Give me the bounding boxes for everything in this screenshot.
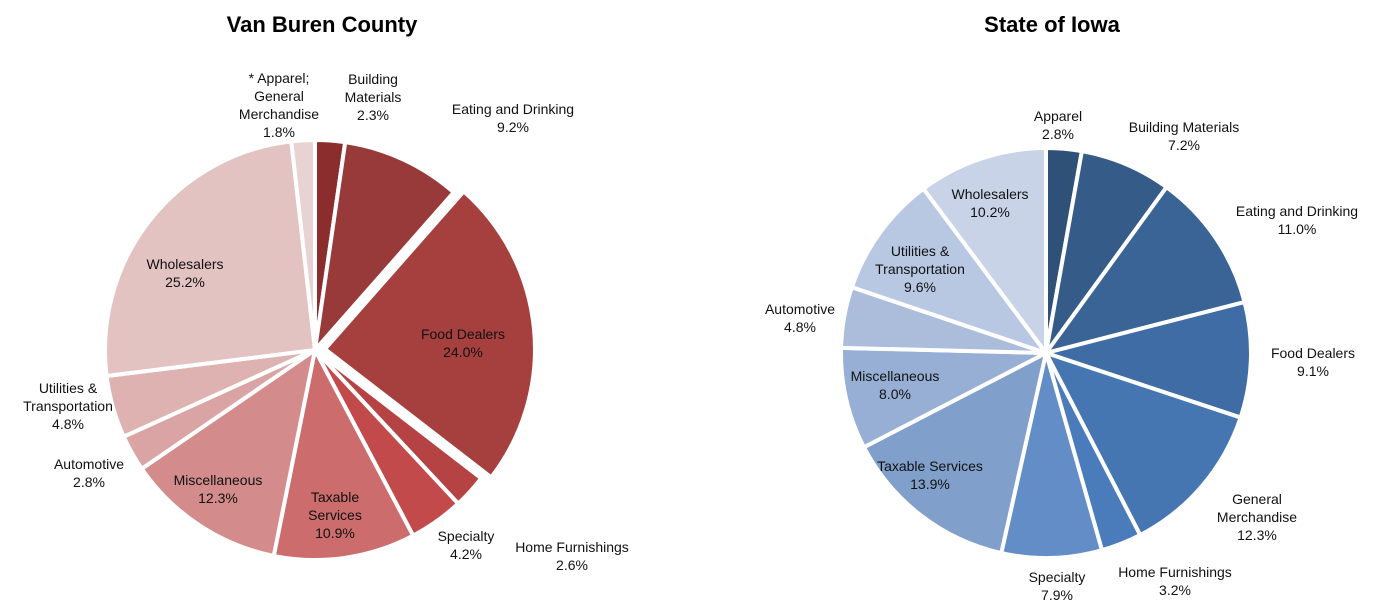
category-label: Home Furnishings	[515, 539, 629, 555]
value-label: 12.3%	[1237, 527, 1277, 543]
chart-title: State of Iowa	[984, 12, 1120, 37]
slice-label: Building Materials 2.3%	[336, 70, 411, 124]
value-label: 7.2%	[1168, 137, 1200, 153]
slice-label: Wholesalers 10.2%	[935, 185, 1045, 221]
value-label: 25.2%	[165, 274, 205, 290]
value-label: 12.3%	[198, 490, 238, 506]
value-label: 2.3%	[357, 107, 389, 123]
value-label: 24.0%	[443, 344, 483, 360]
pie-slice	[139, 348, 317, 558]
value-label: 4.2%	[450, 546, 482, 562]
category-label: Taxable Services	[308, 489, 362, 523]
slice-label: Utilities & Transportation 4.8%	[18, 379, 118, 433]
slice-label: Taxable Services 10.9%	[300, 488, 370, 542]
pie-slice	[1044, 351, 1243, 538]
pie-slice	[322, 189, 537, 480]
slice-label: * Apparel; General Merchandise 1.8%	[234, 69, 324, 141]
value-label: 4.8%	[784, 319, 816, 335]
category-label: Wholesalers	[146, 256, 224, 272]
value-label: 13.9%	[910, 476, 950, 492]
category-label: Apparel	[1033, 108, 1083, 124]
pie-slice	[289, 138, 317, 352]
value-label: 3.2%	[1159, 582, 1191, 598]
slice-label: Automotive 2.8%	[34, 455, 144, 491]
pie-slice	[861, 351, 1048, 556]
category-label: General Merchandise	[1216, 491, 1298, 525]
value-label: 9.2%	[497, 119, 529, 135]
slice-label: Utilities & Transportation 9.6%	[870, 242, 970, 296]
slice-label: Home Furnishings 2.6%	[502, 538, 642, 574]
category-label: Automotive	[764, 301, 836, 317]
pie-slice	[849, 186, 1048, 355]
category-label: Wholesalers	[951, 186, 1029, 202]
value-label: 10.9%	[315, 525, 355, 541]
pie-slice	[1044, 185, 1247, 355]
slice-label: Eating and Drinking 11.0%	[1222, 202, 1372, 238]
pie-slice	[921, 146, 1048, 355]
value-label: 8.0%	[879, 386, 911, 402]
category-label: Eating and Drinking	[451, 101, 575, 117]
value-label: 7.9%	[1041, 587, 1073, 603]
slice-label: Miscellaneous 8.0%	[840, 367, 950, 403]
slice-label: Food Dealers 24.0%	[408, 325, 518, 361]
category-label: Automotive	[53, 456, 125, 472]
pie-slice	[1044, 300, 1253, 420]
category-label: Eating and Drinking	[1235, 203, 1359, 219]
category-label: Food Dealers	[420, 326, 506, 342]
slice-label: Food Dealers 9.1%	[1258, 344, 1368, 380]
chart-title: Van Buren County	[226, 12, 418, 37]
category-label: Building Materials	[344, 71, 402, 105]
slice-label: Eating and Drinking 9.2%	[443, 100, 583, 136]
category-label: Specialty	[1028, 569, 1086, 585]
pie-slice	[271, 348, 416, 562]
pie-slice	[103, 139, 317, 378]
slice-label: Specialty 4.2%	[426, 527, 506, 563]
category-label: Taxable Services	[877, 458, 983, 474]
slice-label: Home Furnishings 3.2%	[1100, 563, 1250, 599]
category-label: Utilities & Transportation	[875, 243, 965, 277]
category-label: Specialty	[437, 528, 495, 544]
slice-label: Building Materials 7.2%	[1109, 118, 1259, 154]
value-label: 2.8%	[73, 474, 105, 490]
slice-label: Specialty 7.9%	[1017, 568, 1097, 604]
value-label: 11.0%	[1277, 221, 1317, 237]
value-label: 9.1%	[1297, 363, 1329, 379]
category-label: * Apparel; General Merchandise	[238, 70, 320, 122]
category-label: Home Furnishings	[1118, 564, 1232, 580]
slice-label: Miscellaneous 12.3%	[163, 471, 273, 507]
slice-label: Automotive 4.8%	[745, 300, 855, 336]
value-label: 9.6%	[904, 279, 936, 295]
category-label: Building Materials	[1128, 119, 1240, 135]
category-label: Utilities & Transportation	[23, 380, 113, 414]
slice-label: General Merchandise 12.3%	[1212, 490, 1302, 544]
value-label: 1.8%	[263, 124, 295, 140]
value-label: 4.8%	[52, 416, 84, 432]
value-label: 2.8%	[1042, 126, 1074, 142]
slice-label: Wholesalers 25.2%	[130, 255, 240, 291]
category-label: Miscellaneous	[173, 472, 263, 488]
slice-label: Taxable Services 13.9%	[855, 457, 1005, 493]
value-label: 2.6%	[556, 557, 588, 573]
category-label: Food Dealers	[1270, 345, 1356, 361]
pie-slice	[313, 140, 456, 352]
value-label: 10.2%	[970, 204, 1010, 220]
category-label: Miscellaneous	[850, 368, 940, 384]
slice-label: Apparel 2.8%	[1018, 107, 1098, 143]
